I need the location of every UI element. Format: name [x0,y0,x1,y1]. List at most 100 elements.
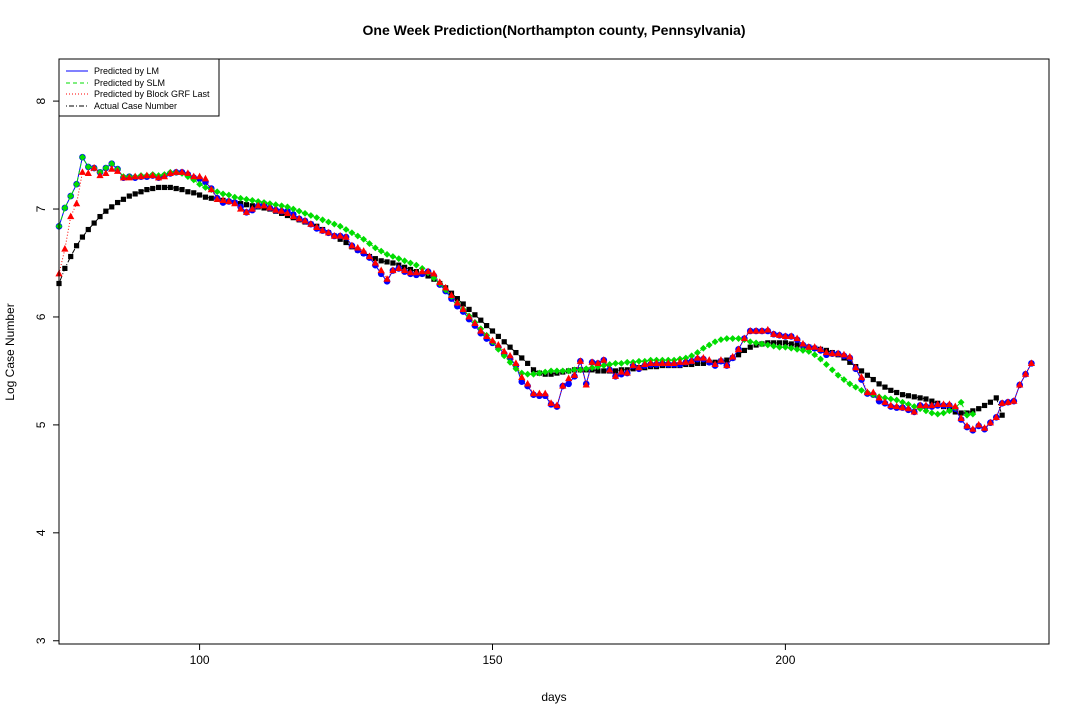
data-point [90,164,98,171]
data-point [79,153,86,161]
data-point [601,368,607,374]
data-point [360,247,368,254]
data-point [951,402,959,410]
data-point [242,208,251,215]
data-point [313,214,321,222]
data-point [682,354,690,362]
data-point [917,395,923,401]
data-point [73,243,80,249]
data-point [612,368,619,374]
data-point [507,344,513,350]
data-point [518,373,526,381]
data-point [816,345,825,352]
data-point [519,355,525,361]
data-point [805,348,813,355]
data-point [472,312,478,318]
legend-label-slm: Predicted by SLM [94,78,165,88]
data-point [348,241,356,249]
data-point [928,409,936,417]
data-point [272,201,280,209]
data-point [307,220,315,227]
data-point [138,189,144,195]
data-point [91,220,97,226]
data-point [342,226,350,233]
data-point [488,336,497,344]
y-tick-label: 3 [34,637,48,644]
data-point [78,168,87,175]
data-point [1027,359,1036,366]
data-point [219,190,227,198]
data-point [342,233,350,240]
data-point [700,360,706,366]
data-point [179,186,185,193]
data-point [582,380,590,388]
data-point [213,195,221,202]
data-point [793,334,801,342]
data-point [986,418,995,426]
data-point [371,244,379,252]
data-point [846,380,854,388]
data-point [976,406,982,412]
data-point [447,291,456,298]
data-point [963,421,971,429]
data-point [372,256,378,262]
data-point [301,216,309,224]
data-point [208,195,214,201]
data-point [109,204,115,210]
data-point [79,234,86,240]
data-point [934,400,942,407]
data-point [904,404,913,412]
data-point [793,345,801,353]
data-point [899,392,906,398]
data-point [348,229,356,237]
data-point [894,389,900,396]
data-point [882,384,888,390]
data-point [840,376,848,383]
data-point [377,266,385,274]
data-point [495,333,501,339]
data-point [114,199,121,206]
data-point [418,267,426,275]
data-point [945,400,954,407]
data-point [723,335,731,342]
data-point [201,174,210,182]
y-tick-label: 5 [34,421,48,428]
data-point [541,368,549,376]
data-point [999,412,1005,418]
data-point [62,265,68,271]
data-point [553,401,561,409]
data-point [424,267,432,275]
data-point [125,173,133,181]
data-point [559,367,567,375]
data-point [295,214,303,222]
data-point [998,399,1006,406]
data-point [354,243,362,251]
data-point [383,275,391,282]
plot-area [55,153,1036,434]
data-point [863,388,872,396]
data-point [466,306,472,313]
data-point [723,361,731,369]
data-point [137,172,145,180]
data-point [150,185,156,192]
data-point [822,348,830,356]
data-point [694,349,701,356]
data-point [73,180,80,188]
data-point [623,358,631,366]
data-point [325,218,332,226]
data-point [652,359,661,366]
data-point [225,191,233,199]
data-point [67,192,75,200]
data-point [442,283,450,291]
data-point [483,332,491,339]
data-point [612,359,619,367]
data-point [694,360,701,366]
data-point [629,361,637,369]
data-point [910,403,918,410]
data-point [799,347,807,354]
data-point [494,345,502,353]
data-point [178,168,186,175]
data-point [202,184,209,191]
data-point [734,345,743,352]
